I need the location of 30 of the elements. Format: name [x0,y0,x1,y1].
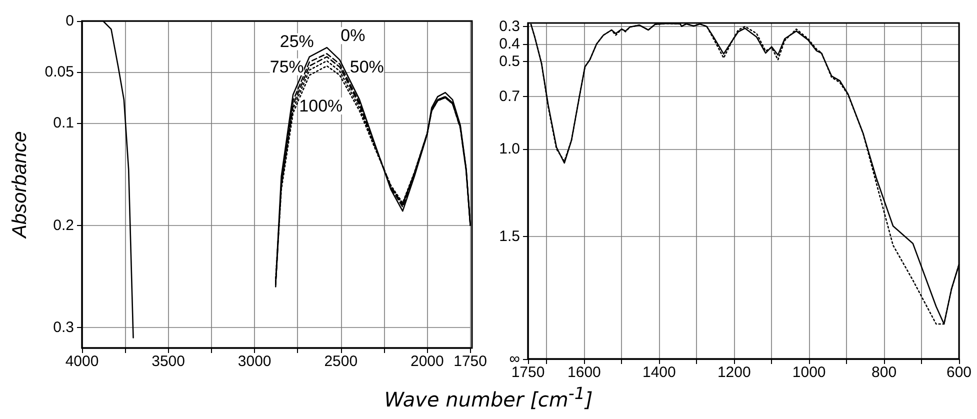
y-tick-label: 0.4 [499,36,520,52]
y-tick-label: 1.5 [499,228,520,245]
x-tick-label: 600 [946,364,972,381]
series-label: 100% [299,96,343,116]
series-label: 25% [280,32,314,52]
y-tick-label: 0 [66,12,74,30]
series-label: 0% [340,26,366,46]
x-tick-label: 2000 [410,353,444,370]
x-tick-label: 4000 [65,353,99,370]
x-tick-label: 1000 [792,364,826,381]
x-axis-title: Wave number [cm$^{-1}$] [383,384,594,412]
series-label: 75% [270,57,304,76]
x-tick-label: 3500 [152,353,185,370]
y-tick-label: 0.1 [53,114,74,132]
y-tick-label: 0.05 [44,64,74,81]
x-tick-label: 2500 [324,353,358,370]
x-tick-label: 3000 [238,353,272,370]
y-axis-title: Absorbance [9,131,31,239]
y-tick-label: 0.3 [499,18,520,35]
y-tick-label: 0.3 [53,319,74,336]
y-tick-label: 0.5 [499,53,520,70]
x-tick-label: 1600 [568,364,601,381]
x-tick-label: 800 [872,364,897,381]
y-tick-label: 1.0 [499,140,520,158]
x-tick-label: 1200 [717,364,751,381]
x-tick-label: 1400 [642,364,676,381]
series-label: 50% [350,57,384,76]
x-tick-label: 1750 [454,353,488,370]
y-tick-label: 0.7 [499,88,520,105]
y-tick-label: 0.2 [53,216,74,234]
